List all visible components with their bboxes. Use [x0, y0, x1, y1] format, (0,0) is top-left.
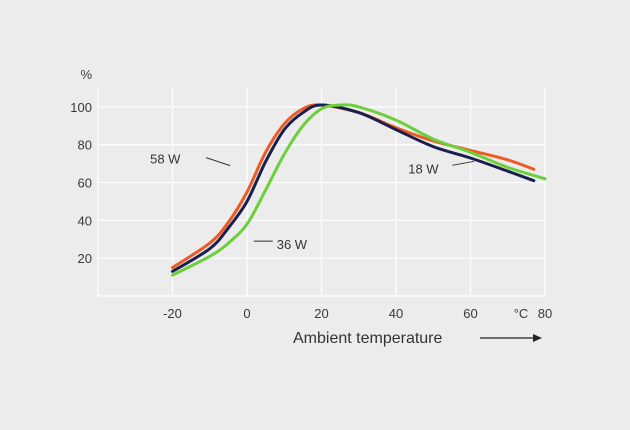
x-tick-label: 80: [538, 306, 552, 321]
x-tick-label: 60: [463, 306, 477, 321]
annotation-leader: [205, 157, 231, 167]
y-tick-label: 20: [78, 251, 92, 266]
y-tick-label: 100: [70, 100, 92, 115]
y-tick-label: 60: [78, 176, 92, 191]
annotations-layer: 58 W 36 W 18 W: [150, 152, 475, 252]
x-axis-arrow: [480, 334, 542, 342]
y-tick-label: 80: [78, 138, 92, 153]
tick-labels: 20 40 60 80 100 -20 0 20 40 60 80: [70, 100, 552, 321]
annotation-leader: [452, 160, 475, 166]
series-line-36w: [171, 103, 547, 277]
x-tick-label: 0: [243, 306, 250, 321]
x-tick-label: -20: [163, 306, 182, 321]
x-tick-label: 20: [314, 306, 328, 321]
grid-layer: [97, 88, 546, 297]
y-tick-label: 40: [78, 213, 92, 228]
annotation-label: 18 W: [408, 161, 439, 176]
series-line-18w: [171, 103, 536, 273]
x-axis-title: Ambient temperature: [293, 330, 443, 347]
x-tick-label: 40: [389, 306, 403, 321]
x-axis-unit-label: °C: [514, 306, 529, 321]
annotation-label: 36 W: [277, 237, 308, 252]
annotation-label: 58 W: [150, 152, 181, 167]
series-layer: [171, 103, 547, 277]
y-axis-unit-label: %: [80, 67, 92, 82]
